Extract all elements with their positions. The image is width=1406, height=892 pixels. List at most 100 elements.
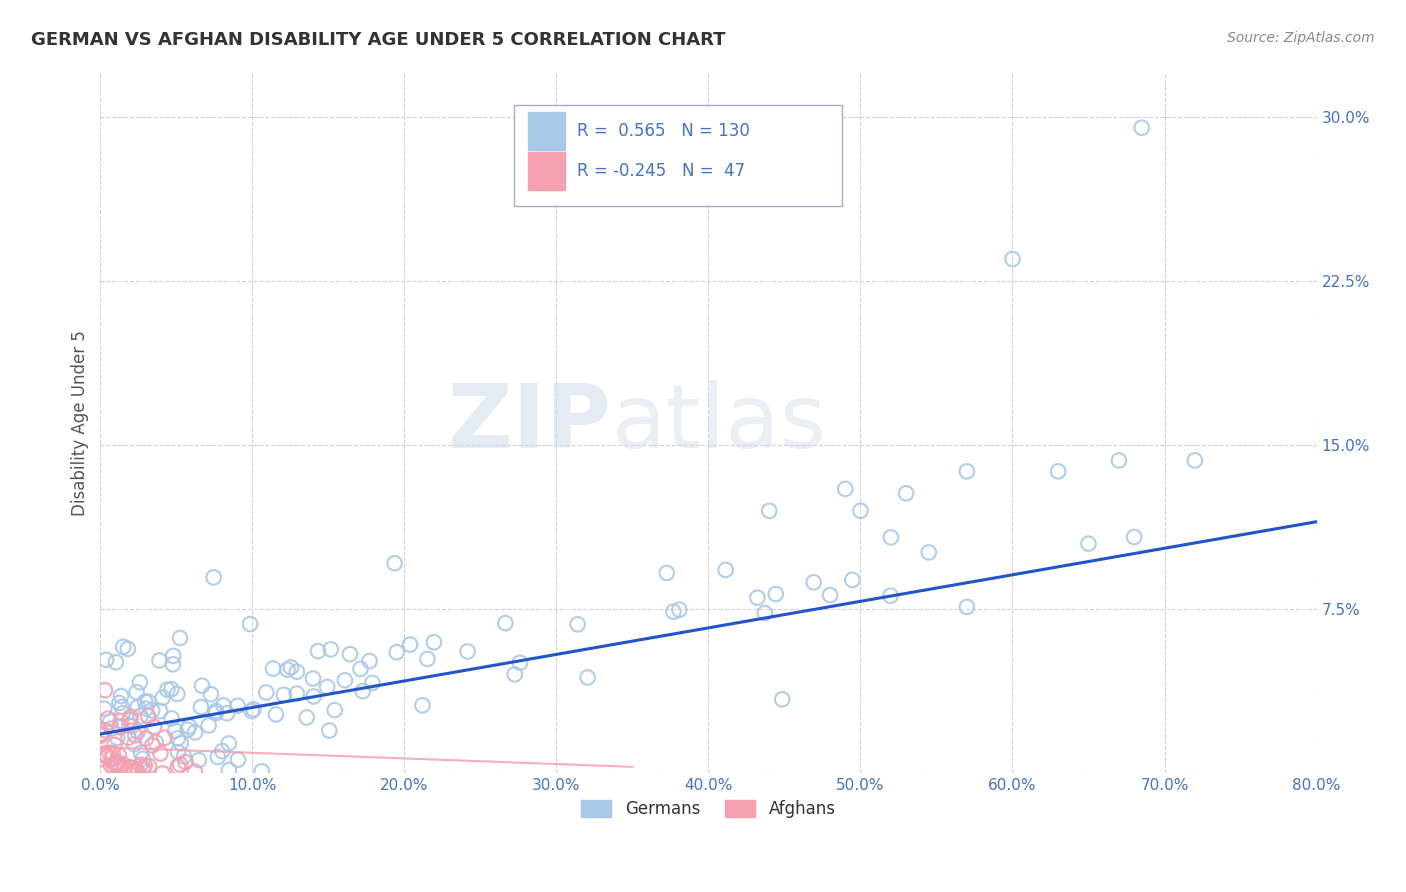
Point <box>100 722 122 736</box>
Point <box>156 682 179 697</box>
Point <box>191 679 214 693</box>
Point <box>104 756 127 771</box>
Point <box>349 662 371 676</box>
Point <box>104 738 127 752</box>
Point <box>134 695 156 709</box>
Point <box>134 758 156 772</box>
Point <box>211 744 233 758</box>
Point <box>162 657 184 672</box>
Point <box>105 731 128 745</box>
Point <box>894 486 917 500</box>
Point <box>93 701 115 715</box>
Point <box>129 709 152 723</box>
Point <box>1001 252 1024 266</box>
Point <box>149 704 172 718</box>
Point <box>264 707 287 722</box>
Point <box>215 706 238 721</box>
Point <box>411 698 433 713</box>
Point <box>96 750 118 764</box>
Point <box>94 683 117 698</box>
Point <box>1077 536 1099 550</box>
Point <box>117 731 139 745</box>
Point <box>361 676 384 690</box>
Point <box>184 725 207 739</box>
Text: ZIP: ZIP <box>449 380 612 467</box>
Point <box>90 727 112 741</box>
Point <box>169 631 191 645</box>
Point <box>96 653 118 667</box>
Bar <box>529 152 565 190</box>
Point <box>122 761 145 775</box>
Point <box>170 736 193 750</box>
Point <box>94 748 117 763</box>
Point <box>135 701 157 715</box>
Point <box>190 700 212 714</box>
Bar <box>529 112 565 151</box>
Legend: Germans, Afghans: Germans, Afghans <box>575 793 842 824</box>
Point <box>112 640 135 654</box>
Point <box>339 647 361 661</box>
Point <box>132 762 155 776</box>
Point <box>94 748 117 763</box>
Point <box>841 573 863 587</box>
Point <box>108 759 131 773</box>
Point <box>141 739 163 753</box>
Point <box>152 690 174 705</box>
Point <box>111 706 134 721</box>
Point <box>121 719 143 733</box>
Point <box>655 566 678 580</box>
Point <box>352 684 374 698</box>
Point <box>202 570 225 584</box>
Point <box>385 645 408 659</box>
Point <box>184 764 207 779</box>
Point <box>668 603 690 617</box>
Point <box>285 687 308 701</box>
Point <box>110 714 132 728</box>
Point <box>118 719 141 733</box>
Point <box>240 704 263 718</box>
Point <box>384 556 406 570</box>
Point <box>129 675 152 690</box>
Point <box>818 588 841 602</box>
Text: atlas: atlas <box>612 380 827 467</box>
Point <box>160 711 183 725</box>
Point <box>770 692 793 706</box>
Point <box>226 698 249 713</box>
Point <box>849 504 872 518</box>
Point <box>107 747 129 762</box>
Point <box>416 652 439 666</box>
Point <box>254 685 277 699</box>
Point <box>122 764 145 779</box>
Point <box>132 764 155 778</box>
Point <box>423 635 446 649</box>
Point <box>200 687 222 701</box>
Point <box>120 709 142 723</box>
Point <box>174 755 197 769</box>
Text: GERMAN VS AFGHAN DISABILITY AGE UNDER 5 CORRELATION CHART: GERMAN VS AFGHAN DISABILITY AGE UNDER 5 … <box>31 31 725 49</box>
Point <box>108 720 131 734</box>
Point <box>765 587 787 601</box>
Point <box>714 563 737 577</box>
Point <box>162 648 184 663</box>
Point <box>127 764 149 779</box>
Point <box>117 641 139 656</box>
Point <box>124 737 146 751</box>
Point <box>108 696 131 710</box>
Point <box>1123 530 1146 544</box>
Point <box>1130 120 1153 135</box>
Point <box>93 746 115 760</box>
Point <box>285 665 308 679</box>
Point <box>276 663 298 677</box>
Point <box>101 747 124 761</box>
Point <box>149 747 172 761</box>
Point <box>152 766 174 780</box>
Point <box>503 667 526 681</box>
Point <box>218 736 240 750</box>
Point <box>153 731 176 745</box>
Point <box>242 702 264 716</box>
FancyBboxPatch shape <box>513 104 842 206</box>
Point <box>318 723 340 738</box>
Point <box>107 758 129 772</box>
Point <box>834 482 856 496</box>
Point <box>104 655 127 669</box>
